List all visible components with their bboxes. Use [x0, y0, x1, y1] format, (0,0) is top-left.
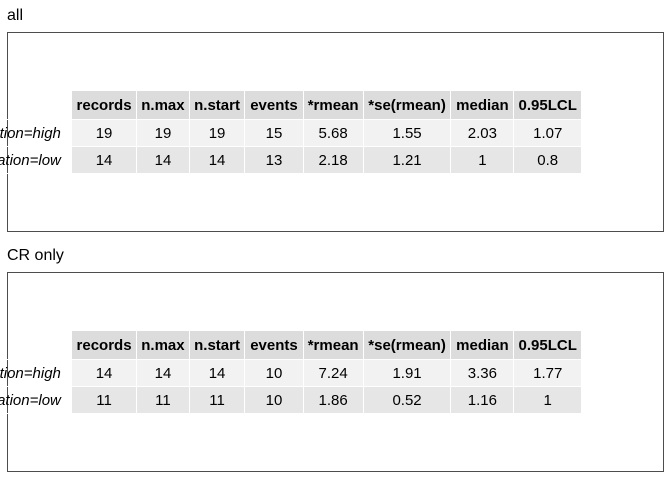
column-header: 0.95LCL — [513, 91, 582, 120]
row-label: classification=high — [0, 119, 72, 147]
table-cell: 14 — [71, 146, 138, 174]
column-header: n.max — [136, 331, 190, 360]
table-cell: 1.16 — [450, 386, 515, 414]
row-label: classification=low — [0, 386, 72, 414]
column-header: n.start — [189, 91, 246, 120]
table-row: classification=low 14 14 14 13 2.18 1.21… — [0, 146, 582, 174]
column-header: *se(rmean) — [363, 331, 452, 360]
table-cell: 19 — [136, 119, 190, 147]
table-cell: 11 — [71, 386, 138, 414]
table-cell: 2.18 — [303, 146, 364, 174]
column-header: records — [71, 331, 138, 360]
table-cell: 10 — [244, 386, 304, 414]
table-cell: 13 — [244, 146, 304, 174]
column-header: events — [244, 91, 304, 120]
table-cell: 14 — [136, 359, 190, 387]
table-cell: 2.03 — [450, 119, 515, 147]
table-cell: 14 — [136, 146, 190, 174]
table-cell: 1.55 — [363, 119, 452, 147]
table-row: classification=low 11 11 11 10 1.86 0.52… — [0, 386, 582, 414]
column-header: *rmean — [303, 331, 364, 360]
section-title-cr-only: CR only — [7, 247, 64, 264]
table-cell: 5.68 — [303, 119, 364, 147]
table-cell: 19 — [189, 119, 246, 147]
table-cell: 19 — [71, 119, 138, 147]
table-cell: 11 — [189, 386, 246, 414]
column-header: n.max — [136, 91, 190, 120]
table-cell: 7.24 — [303, 359, 364, 387]
column-header: *se(rmean) — [363, 91, 452, 120]
table-row: classification=high 19 19 19 15 5.68 1.5… — [0, 119, 582, 147]
table-cell: 0.52 — [363, 386, 452, 414]
table-cell: 1 — [513, 386, 582, 414]
table-header-row: records n.max n.start events *rmean *se(… — [0, 91, 582, 120]
table-cell: 14 — [189, 359, 246, 387]
column-header: 0.95LCL — [513, 331, 582, 360]
table-cell: 1.77 — [513, 359, 582, 387]
summary-table-all: records n.max n.start events *rmean *se(… — [0, 91, 582, 174]
row-label: classification=high — [0, 359, 72, 387]
table-cell: 15 — [244, 119, 304, 147]
column-header: median — [450, 331, 515, 360]
corner-cell — [0, 91, 72, 120]
table-cell: 1.07 — [513, 119, 582, 147]
column-header: events — [244, 331, 304, 360]
summary-table-cr-only: records n.max n.start events *rmean *se(… — [0, 331, 582, 414]
table-cell: 14 — [189, 146, 246, 174]
table-row: classification=high 14 14 14 10 7.24 1.9… — [0, 359, 582, 387]
table-cell: 3.36 — [450, 359, 515, 387]
table-cell: 11 — [136, 386, 190, 414]
column-header: records — [71, 91, 138, 120]
table-cell: 1.86 — [303, 386, 364, 414]
table-cell: 1.21 — [363, 146, 452, 174]
table-cell: 0.8 — [513, 146, 582, 174]
column-header: n.start — [189, 331, 246, 360]
table-cell: 10 — [244, 359, 304, 387]
column-header: median — [450, 91, 515, 120]
table-cell: 1.91 — [363, 359, 452, 387]
section-title-all: all — [7, 7, 24, 24]
table-cell: 14 — [71, 359, 138, 387]
column-header: *rmean — [303, 91, 364, 120]
table-cell: 1 — [450, 146, 515, 174]
table-header-row: records n.max n.start events *rmean *se(… — [0, 331, 582, 360]
corner-cell — [0, 331, 72, 360]
row-label: classification=low — [0, 146, 72, 174]
